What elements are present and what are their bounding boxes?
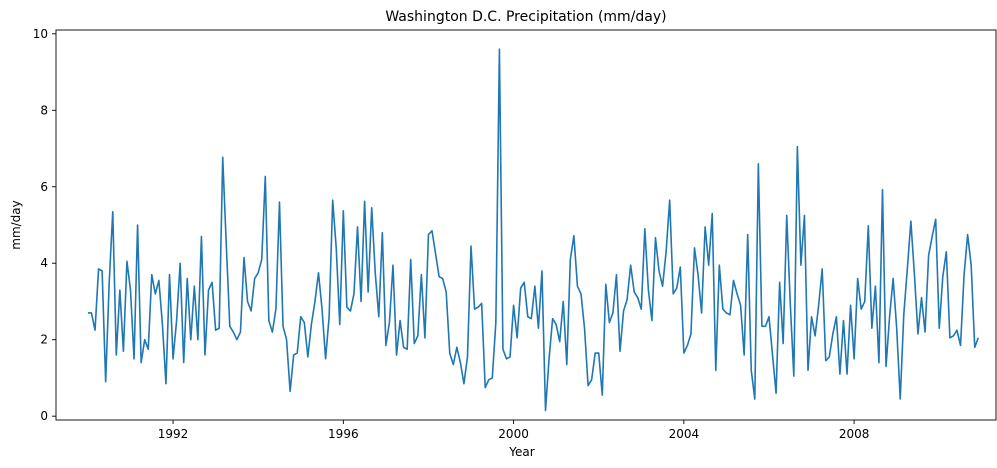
precipitation-series-line <box>87 48 980 412</box>
y-axis-label: mm/day <box>9 200 23 250</box>
y-tick-label: 6 <box>40 180 48 194</box>
chart-title: Washington D.C. Precipitation (mm/day) <box>385 9 666 25</box>
plot-background <box>56 30 996 420</box>
y-tick-label: 10 <box>33 27 48 41</box>
y-tick-label: 8 <box>40 103 48 117</box>
x-tick-label: 2008 <box>839 427 870 441</box>
x-axis-ticks: 1992 1996 2000 2004 2008 <box>158 420 870 441</box>
x-tick-label: 1996 <box>328 427 359 441</box>
y-tick-label: 4 <box>40 256 48 270</box>
x-tick-label: 2000 <box>498 427 529 441</box>
x-axis-label: Year <box>508 445 534 459</box>
y-tick-label: 2 <box>40 333 48 347</box>
y-tick-label: 0 <box>40 409 48 423</box>
plot-frame <box>55 29 997 421</box>
y-axis-ticks: 0 2 4 6 8 10 <box>33 27 56 423</box>
x-tick-label: 1992 <box>158 427 189 441</box>
x-tick-label: 2004 <box>669 427 700 441</box>
plot-area: 1992 1996 2000 2004 2008 0 2 4 6 8 10 <box>33 27 997 441</box>
